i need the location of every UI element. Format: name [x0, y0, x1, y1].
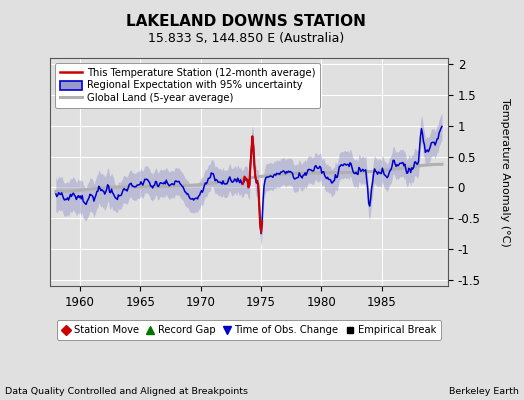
Text: Berkeley Earth: Berkeley Earth: [449, 387, 519, 396]
Text: LAKELAND DOWNS STATION: LAKELAND DOWNS STATION: [126, 14, 366, 29]
Text: Data Quality Controlled and Aligned at Breakpoints: Data Quality Controlled and Aligned at B…: [5, 387, 248, 396]
Legend: Station Move, Record Gap, Time of Obs. Change, Empirical Break: Station Move, Record Gap, Time of Obs. C…: [57, 320, 441, 340]
Legend: This Temperature Station (12-month average), Regional Expectation with 95% uncer: This Temperature Station (12-month avera…: [55, 63, 320, 108]
Text: 15.833 S, 144.850 E (Australia): 15.833 S, 144.850 E (Australia): [148, 32, 344, 45]
Y-axis label: Temperature Anomaly (°C): Temperature Anomaly (°C): [500, 98, 510, 246]
